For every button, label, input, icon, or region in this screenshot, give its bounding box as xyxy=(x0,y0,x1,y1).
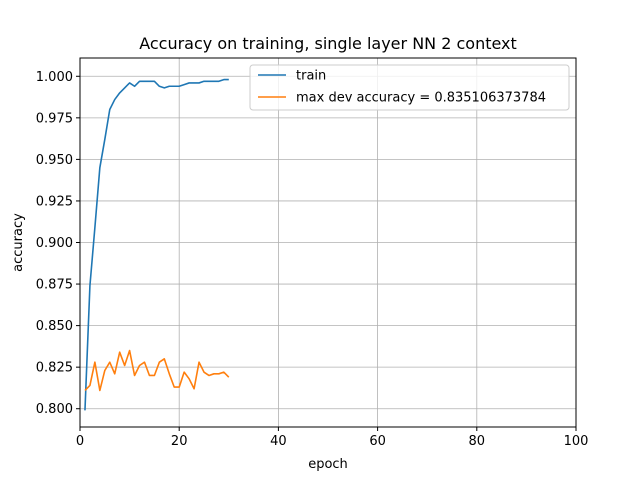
y-axis-label: accuracy xyxy=(11,213,26,272)
legend-label: train xyxy=(296,69,326,84)
y-tick-label: 0.800 xyxy=(36,402,73,417)
x-tick-label: 40 xyxy=(270,434,287,449)
y-tick-label: 0.925 xyxy=(36,194,73,209)
y-tick-label: 0.950 xyxy=(36,153,73,168)
x-tick-label: 60 xyxy=(369,434,386,449)
series-layer xyxy=(84,78,230,411)
x-axis-label: epoch xyxy=(308,457,348,472)
y-tick-label: 0.975 xyxy=(36,111,73,126)
y-tick-label: 0.875 xyxy=(36,278,73,293)
series-line-train xyxy=(84,78,229,411)
x-tick-label: 80 xyxy=(469,434,486,449)
legend-box xyxy=(249,64,570,111)
x-tick-label: 100 xyxy=(564,434,589,449)
y-axis: 0.800 0.825 0.850 0.875 0.900 0.925 0.950 0.975… xyxy=(36,70,80,417)
x-tick-label: 0 xyxy=(76,434,84,449)
chart-title: Accuracy on training, single layer NN 2 … xyxy=(139,34,517,53)
y-tick-label: 0.825 xyxy=(36,361,73,376)
x-tick-label: 20 xyxy=(171,434,188,449)
x-axis: 0 20 40 60 80 100 xyxy=(76,427,589,449)
y-tick-label: 0.850 xyxy=(36,319,73,334)
y-tick-label: 1.000 xyxy=(36,70,73,85)
legend-label: max dev accuracy = 0.835106373784 xyxy=(296,91,546,106)
legend: train max dev accuracy = 0.835106373784 xyxy=(249,64,570,111)
series-line-dev xyxy=(84,349,230,392)
y-tick-label: 0.900 xyxy=(36,236,73,251)
